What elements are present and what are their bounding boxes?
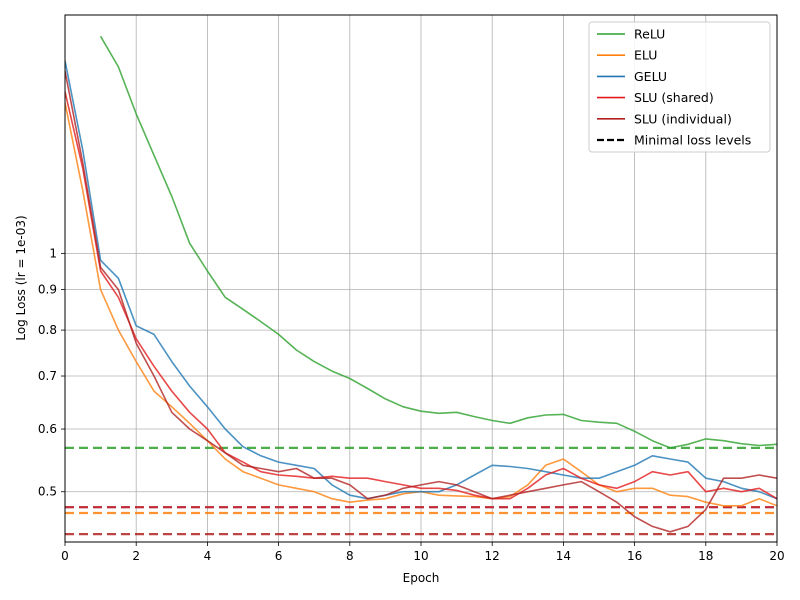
x-tick-label: 2 xyxy=(132,549,140,563)
y-tick-label: 0.9 xyxy=(38,283,57,297)
x-tick-label: 20 xyxy=(769,549,784,563)
y-tick-label: 0.7 xyxy=(38,369,57,383)
legend-label: ELU xyxy=(634,48,657,63)
x-axis-label: Epoch xyxy=(403,571,440,585)
legend: ReLU ELU GELU SLU (shared) SLU (individual) M… xyxy=(588,21,771,153)
legend-label: Minimal loss levels xyxy=(634,133,751,148)
legend-label: GELU xyxy=(634,69,667,84)
y-tick-label: 1 xyxy=(49,246,57,260)
legend-label: SLU (individual) xyxy=(634,111,732,126)
x-tick-label: 6 xyxy=(275,549,283,563)
x-tick-label: 18 xyxy=(698,549,713,563)
legend-label: ReLU xyxy=(634,27,665,42)
x-tick-label: 16 xyxy=(627,549,642,563)
series-line xyxy=(65,60,777,500)
series-line xyxy=(99,35,777,449)
series-line xyxy=(65,70,777,533)
y-tick-label: 0.6 xyxy=(38,422,57,436)
legend-label: SLU (shared) xyxy=(634,90,714,105)
y-axis-label: Log Loss (lr = 1e-03) xyxy=(14,215,28,340)
x-tick-label: 10 xyxy=(413,549,428,563)
minimal-loss-levels xyxy=(65,446,777,536)
x-tick-label: 12 xyxy=(485,549,500,563)
series-lines xyxy=(65,35,777,533)
series-line xyxy=(65,91,777,500)
y-tick-label: 0.8 xyxy=(38,323,57,337)
y-tick-label: 0.5 xyxy=(38,485,57,499)
x-tick-label: 0 xyxy=(61,549,69,563)
x-axis-ticks: 0 2 4 6 8 10 12 14 16 18 20 xyxy=(61,542,785,563)
x-tick-label: 8 xyxy=(346,549,354,563)
legend-box xyxy=(588,21,771,153)
y-axis-ticks: 0.5 0.6 0.7 0.8 0.9 1 xyxy=(38,246,65,499)
x-tick-label: 14 xyxy=(556,549,571,563)
x-tick-label: 4 xyxy=(204,549,212,563)
